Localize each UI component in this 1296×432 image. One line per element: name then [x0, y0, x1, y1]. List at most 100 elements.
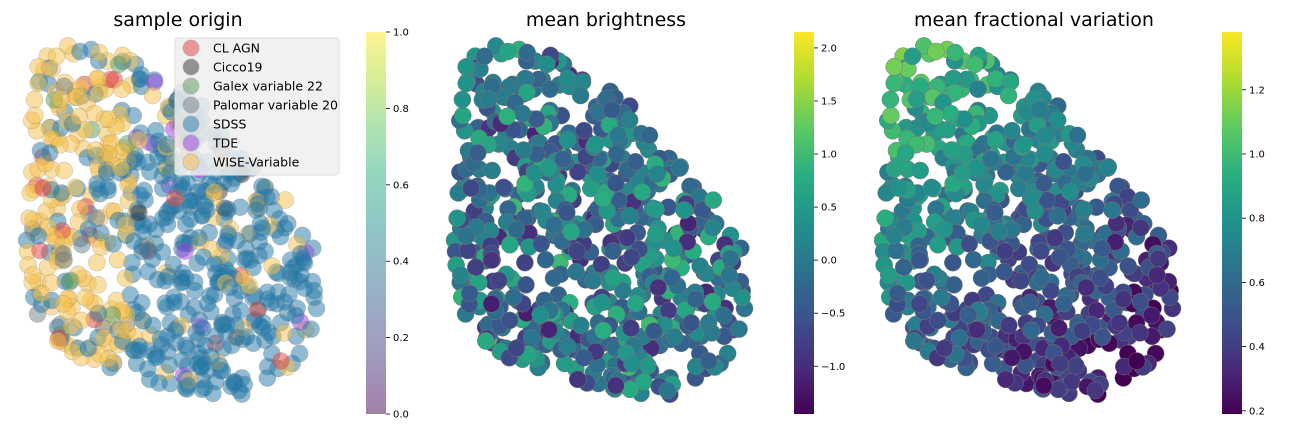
scatter-point: [936, 221, 953, 238]
legend-marker: [183, 135, 199, 151]
legend-marker: [183, 154, 199, 170]
scatter-point: [886, 227, 903, 244]
scatter-point: [259, 291, 276, 308]
scatter-point: [659, 382, 676, 399]
colorbar-tick-label: 1.0: [821, 150, 837, 161]
scatter-point: [179, 175, 196, 192]
scatter-point: [660, 302, 677, 319]
scatter-point: [621, 207, 638, 224]
scatter-point: [516, 254, 533, 271]
scatter-point: [1159, 321, 1176, 338]
scatter-point: [144, 87, 161, 104]
scatter-point: [1067, 357, 1084, 374]
scatter-point: [1049, 112, 1066, 129]
scatter-point: [665, 240, 682, 257]
scatter-point: [1033, 269, 1050, 286]
scatter-point: [33, 285, 50, 302]
legend-marker: [183, 97, 199, 113]
scatter-point: [650, 279, 667, 296]
scatter-point: [483, 295, 500, 312]
scatter-point: [514, 105, 531, 122]
scatter-point: [1111, 314, 1128, 331]
scatter-point: [211, 357, 228, 374]
scatter-point: [165, 294, 182, 311]
scatter-point: [986, 204, 1003, 221]
scatter-point: [41, 144, 58, 161]
scatter-point: [1094, 328, 1111, 345]
colorbar-sample-origin: 0.00.20.40.60.81.0: [366, 28, 409, 421]
scatter-point: [1003, 349, 1020, 366]
scatter-point: [454, 91, 471, 108]
scatter-point: [206, 183, 223, 200]
scatter-point: [704, 219, 721, 236]
scatter-point: [603, 101, 620, 118]
colorbar-tick-label: 0.0: [393, 410, 409, 421]
scatter-point: [1049, 207, 1066, 224]
colorbar-mean-brightness: −1.0 −0.5 0.0 0.5 1.0 1.5 2.0: [794, 32, 845, 414]
scatter-point: [195, 249, 212, 266]
scatter-point: [568, 263, 585, 280]
colorbar-tick-label: 0.0: [821, 256, 837, 267]
scatter-point: [911, 295, 928, 312]
legend-entry-label: Palomar variable 20: [213, 98, 338, 113]
scatter-point: [605, 269, 622, 286]
scatter-point: [683, 314, 700, 331]
scatter-point: [1031, 101, 1048, 118]
scatter-point: [21, 210, 38, 227]
scatter-point: [607, 377, 624, 394]
scatter-point: [624, 355, 641, 372]
scatter-point: [80, 340, 97, 357]
scatter-point: [140, 243, 157, 260]
scatter-point: [1062, 183, 1079, 200]
scatter-point: [517, 276, 534, 293]
scatter-point: [1150, 250, 1167, 267]
scatter-point: [255, 314, 272, 331]
scatter-point: [621, 112, 638, 129]
scatter-point: [641, 127, 658, 144]
scatter-point: [947, 44, 964, 61]
scatter-point: [987, 131, 1004, 148]
scatter-point: [55, 252, 72, 269]
scatter-point: [943, 142, 960, 159]
legend-entry-label: SDSS: [213, 117, 246, 132]
scatter-point: [105, 235, 122, 252]
scatter-point: [703, 324, 720, 341]
scatter-point: [499, 43, 516, 60]
scatter-point: [467, 259, 484, 276]
scatter-point: [1133, 192, 1150, 209]
scatter-point: [73, 236, 90, 253]
colorbar-tick-label: −1.0: [821, 362, 845, 373]
colorbar-tick-label: 0.4: [393, 257, 409, 268]
scatter-point: [458, 58, 475, 75]
scatter-point: [559, 338, 576, 355]
scatter-point: [1132, 219, 1149, 236]
scatter-point: [56, 162, 73, 179]
scatter-point: [508, 221, 525, 238]
scatter-point: [912, 162, 929, 179]
colorbar-tick-label: 0.8: [393, 104, 409, 115]
legend-entry-label: TDE: [212, 136, 238, 151]
scatter-point: [1050, 320, 1067, 337]
scatter-point: [515, 142, 532, 159]
scatter-point: [452, 266, 469, 283]
scatter-point: [997, 371, 1014, 388]
scatter-point: [141, 371, 158, 388]
scatter-point: [537, 251, 554, 268]
scatter-point: [140, 263, 157, 280]
scatter-point: [929, 236, 946, 253]
scatter-point: [1075, 201, 1092, 218]
scatter-point: [117, 216, 134, 233]
scatter-point: [30, 58, 47, 75]
scatter-point: [276, 219, 293, 236]
scatter-point: [476, 48, 493, 65]
scatter-point: [26, 91, 43, 108]
scatter-point: [622, 381, 639, 398]
scatter-point: [966, 56, 983, 73]
scatter-point: [973, 270, 990, 287]
scatter-point: [545, 216, 562, 233]
scatter-point: [1035, 377, 1052, 394]
scatter-point: [608, 145, 625, 162]
scatter-point: [1052, 355, 1069, 372]
legend-marker: [183, 116, 199, 132]
scatter-point: [886, 58, 903, 75]
